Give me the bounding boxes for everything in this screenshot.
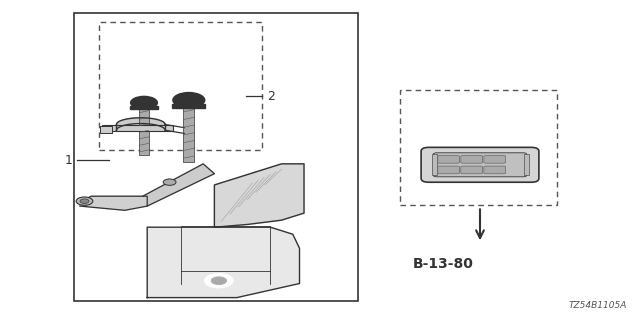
FancyBboxPatch shape [433,153,527,177]
Polygon shape [80,196,147,210]
Bar [400,90,557,205]
Text: B-13-80: B-13-80 [413,257,474,271]
Text: 2: 2 [267,90,275,102]
Bar [524,155,529,175]
Polygon shape [116,118,165,130]
Polygon shape [214,164,304,227]
FancyBboxPatch shape [484,166,506,174]
Circle shape [172,92,205,108]
Bar [100,126,112,133]
Bar [172,104,205,108]
Bar [74,13,358,301]
Text: 1: 1 [65,154,72,166]
Bar [183,108,195,162]
FancyBboxPatch shape [438,156,460,163]
FancyBboxPatch shape [421,148,539,182]
Circle shape [76,197,93,205]
FancyBboxPatch shape [461,156,483,163]
Bar [432,155,437,175]
Bar [99,22,262,150]
Polygon shape [143,164,214,206]
Bar [140,109,148,155]
Circle shape [205,274,233,288]
Circle shape [80,199,89,204]
FancyBboxPatch shape [461,166,483,174]
Text: TZ54B1105A: TZ54B1105A [569,301,627,310]
Circle shape [163,179,176,185]
Bar [130,106,158,109]
Circle shape [211,277,227,284]
Polygon shape [147,227,300,298]
Circle shape [130,96,158,110]
Bar [102,125,173,131]
FancyBboxPatch shape [438,166,460,174]
FancyBboxPatch shape [484,156,506,163]
